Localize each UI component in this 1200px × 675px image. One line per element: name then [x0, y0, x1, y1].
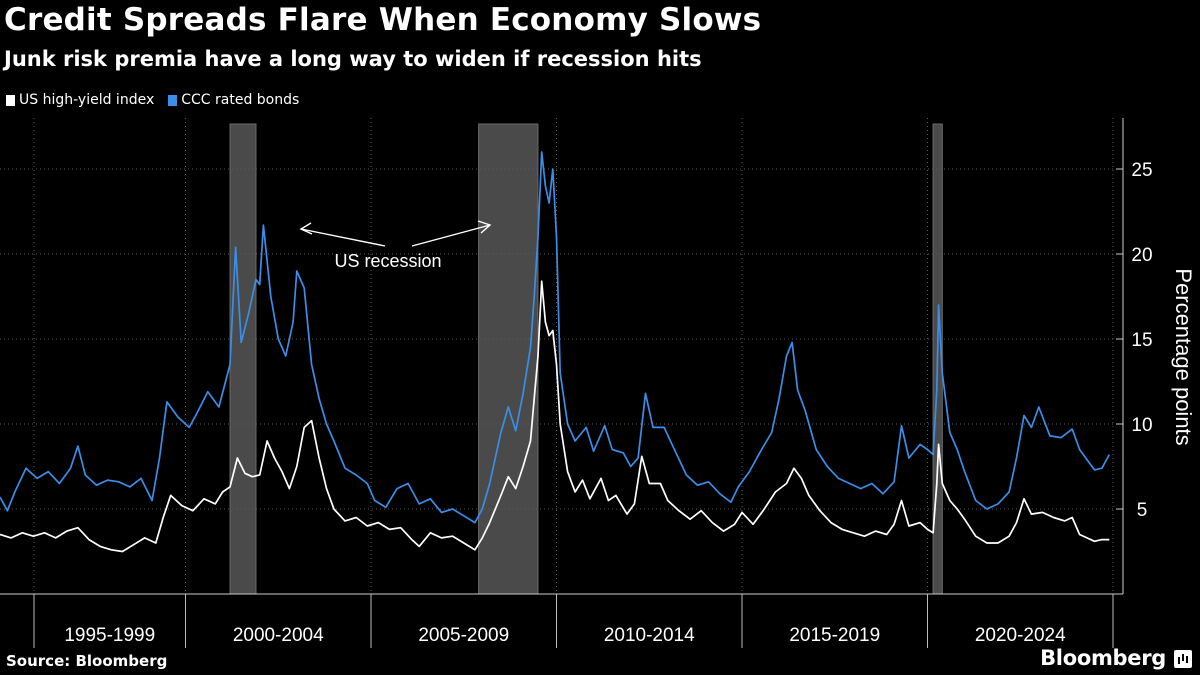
series-line-ccc	[0, 151, 1111, 524]
annotation-arrow-left	[300, 228, 386, 247]
legend-label-high-yield: US high-yield index	[19, 92, 155, 108]
annotation-arrow-right	[411, 224, 491, 247]
chart-subtitle: Junk risk premia have a long way to wide…	[4, 47, 702, 71]
series	[0, 151, 1111, 553]
legend: US high-yield index CCC rated bonds	[6, 92, 299, 108]
x-tick-label-2005-2009: 2005-2009	[418, 625, 509, 646]
legend-swatch-ccc	[168, 94, 178, 106]
y-tick-label-20: 20	[1131, 245, 1152, 266]
x-tick-label-2015-2019: 2015-2019	[789, 625, 880, 646]
x-axis: 1995-1999 2000-2004 2005-2009 2010-2014 2015…	[0, 593, 1123, 648]
series-line-high-yield	[0, 280, 1110, 553]
x-tick-label-2020-2024: 2020-2024	[975, 625, 1066, 646]
y-tick-label-25: 25	[1131, 160, 1152, 181]
brand-logo: Bloomberg	[1040, 646, 1166, 670]
legend-swatch-high-yield	[6, 94, 15, 106]
bloomberg-chart-icon	[1174, 650, 1192, 668]
x-tick-label-2010-2014: 2010-2014	[604, 625, 695, 646]
y-tick-label-10: 10	[1131, 415, 1152, 436]
annotation-label: US recession	[334, 251, 441, 271]
recession-shading	[229, 123, 943, 595]
x-tick-label-2000-2004: 2000-2004	[233, 625, 324, 646]
recession-band-1	[229, 123, 257, 595]
recession-annotation: US recession	[299, 220, 492, 271]
y-tick-label-5: 5	[1137, 500, 1148, 521]
legend-item-high-yield: US high-yield index	[6, 92, 154, 108]
legend-item-ccc: CCC rated bonds	[168, 92, 299, 108]
annotation-arrowhead-left	[299, 222, 313, 235]
x-tick-label-1995-1999: 1995-1999	[64, 625, 155, 646]
y-axis: 5 10 15 20 25	[1116, 118, 1153, 594]
grid	[0, 118, 1114, 594]
source-note: Source: Bloomberg	[6, 652, 168, 670]
y-tick-label-15: 15	[1131, 330, 1152, 351]
chart-title: Credit Spreads Flare When Economy Slows	[4, 2, 762, 38]
annotation-arrowhead-right	[477, 220, 492, 234]
legend-label-ccc: CCC rated bonds	[181, 92, 300, 108]
y-axis-label: Percentage points	[1171, 268, 1196, 445]
